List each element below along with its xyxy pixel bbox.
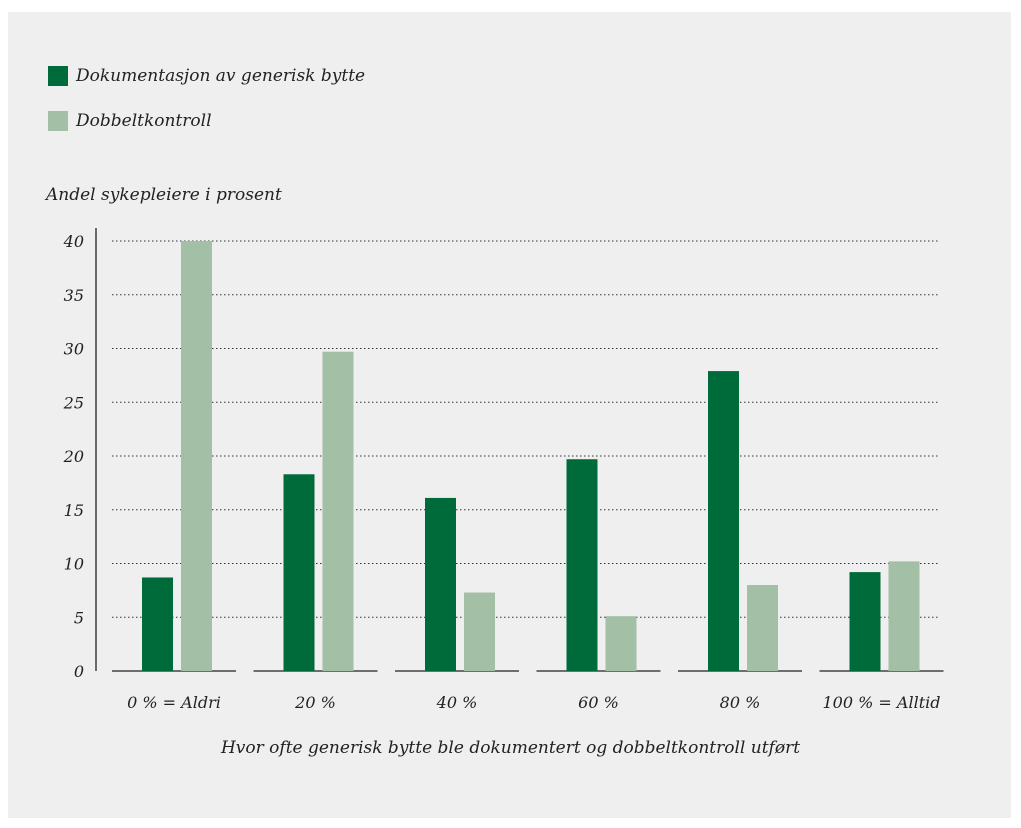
bar	[322, 351, 354, 671]
legend-label-double-check: Dobbeltkontroll	[76, 111, 212, 131]
x-tick-label: 0 % = Aldri	[127, 693, 221, 712]
legend-swatch-documentation	[48, 66, 68, 86]
y-tick-label: 30	[64, 340, 84, 359]
legend-label-documentation: Dokumentasjon av generisk bytte	[76, 66, 366, 86]
y-tick-label: 10	[64, 555, 84, 574]
y-tick-label: 35	[64, 286, 84, 305]
bar	[283, 474, 315, 671]
x-tick-label: 80 %	[720, 693, 761, 712]
bar	[181, 241, 212, 671]
y-tick-label: 25	[63, 393, 84, 412]
bar	[888, 561, 920, 671]
y-tick-label: 15	[64, 501, 84, 520]
y-tick-label: 20	[63, 447, 84, 466]
bar	[605, 616, 637, 671]
y-axis-label: Andel sykepleiere i prosent	[46, 185, 282, 205]
x-tick-label: 40 %	[436, 693, 478, 712]
x-tick-label: 60 %	[578, 693, 619, 712]
y-tick-label: 40	[63, 232, 84, 251]
bar	[142, 577, 173, 671]
x-tick-label: 100 % = Alltid	[823, 693, 941, 712]
y-tick-label: 0	[74, 662, 84, 681]
x-axis-label: Hvor ofte generisk bytte ble dokumentert…	[220, 738, 801, 758]
bar	[425, 497, 456, 671]
bar	[747, 585, 778, 671]
chart-panel	[8, 12, 1011, 818]
legend-item-documentation: Dokumentasjon av generisk bytte	[48, 66, 365, 86]
x-tick-label: 20 %	[294, 693, 336, 712]
bar	[566, 459, 598, 671]
bar	[708, 371, 739, 671]
bar	[464, 592, 495, 671]
y-tick-label: 5	[74, 608, 84, 627]
bar	[849, 572, 881, 671]
legend-swatch-double-check	[48, 111, 68, 131]
legend-item-double-check: Dobbeltkontroll	[48, 111, 212, 131]
